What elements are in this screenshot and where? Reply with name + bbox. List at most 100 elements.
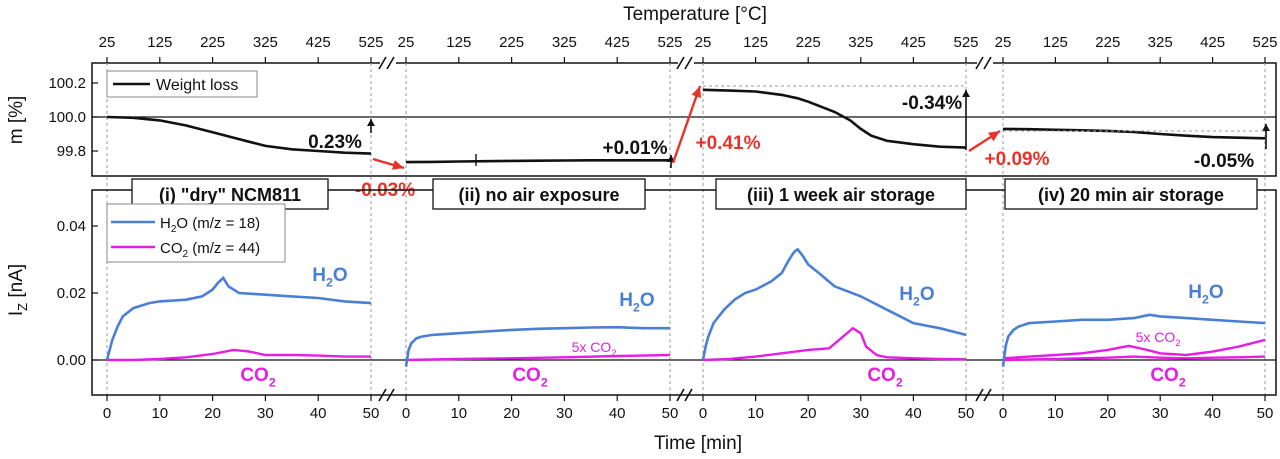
- h2o-legend-label: H2O (m/z = 18): [160, 215, 260, 235]
- axis-break-b-1-0: [684, 56, 693, 70]
- co2-curve-2: [702, 326, 967, 362]
- mass-arrow-2-head: [962, 90, 970, 97]
- lower-legend-box: [106, 203, 286, 263]
- top-tick-label-0-3: 325: [253, 34, 278, 51]
- lower-ytick-label-0: 0.00: [57, 352, 86, 369]
- bottom-tick-label-1-4: 40: [609, 405, 626, 422]
- bottom-tick-label-3-2: 20: [1099, 405, 1116, 422]
- mass-curve-2: [702, 88, 967, 149]
- mass-curve-3: [1002, 127, 1266, 140]
- co2-curve-1: [405, 353, 671, 362]
- bottom-tick-label-2-5: 50: [958, 405, 975, 422]
- transition-arrow-1-head: [691, 86, 702, 98]
- segment-title-3: (iv) 20 min air storage: [1038, 185, 1224, 205]
- bottom-tick-label-2-0: 0: [699, 405, 707, 422]
- h2o-curve-0: [105, 275, 372, 361]
- lower-ylabel: IZ [nA]: [6, 264, 30, 316]
- mass-change-label-1: +0.01%: [603, 138, 668, 159]
- axis-break-a-0-0: [378, 56, 387, 70]
- segment-title-box-2: [715, 178, 967, 210]
- upper-panel-frame: [91, 62, 1277, 177]
- bottom-tick-label-0-2: 20: [204, 405, 221, 422]
- h2o-label-3: H2O: [1188, 282, 1223, 306]
- top-tick-label-0-4: 425: [306, 34, 331, 51]
- top-tick-label-2-5: 525: [953, 34, 978, 51]
- weight-loss-legend-label: Weight loss: [156, 77, 238, 94]
- top-axis-title: Temperature [°C]: [623, 4, 767, 25]
- bottom-axis-title: Time [min]: [654, 433, 742, 454]
- co2-label-2: CO2: [867, 365, 903, 389]
- transition-arrow-0-head: [392, 160, 404, 170]
- top-tick-label-1-3: 325: [552, 34, 577, 51]
- segment-title-2: (iii) 1 week air storage: [747, 185, 935, 205]
- axis-break-a-1-0: [676, 56, 685, 70]
- co2-x5-annotation-1: 5x CO2: [572, 339, 617, 358]
- mass-arrow-3-head: [1262, 124, 1270, 131]
- bottom-tick-label-2-4: 40: [905, 405, 922, 422]
- mass-curve-1: [405, 159, 670, 164]
- h2o-curve-2: [701, 247, 967, 361]
- top-tick-label-0-0: 25: [99, 34, 116, 51]
- bottom-tick-label-0-5: 50: [363, 405, 380, 422]
- top-tick-label-1-0: 25: [398, 34, 415, 51]
- lower-legend: H2O (m/z = 18) CO2 (m/z = 44): [106, 203, 286, 263]
- co2-label-3: CO2: [1150, 365, 1186, 389]
- co2-curve-0: [107, 348, 371, 362]
- bottom-tick-label-3-4: 40: [1204, 405, 1221, 422]
- transition-label-1: +0.41%: [696, 133, 761, 154]
- h2o-label-1: H2O: [619, 290, 654, 314]
- bottom-tick-label-1-0: 0: [402, 405, 410, 422]
- bottom-tick-label-2-2: 20: [800, 405, 817, 422]
- segment-title-1: (ii) no air exposure: [458, 185, 619, 205]
- bottom-axis-label: Time [min]: [654, 433, 742, 454]
- bottom-tick-label-0-1: 10: [151, 405, 168, 422]
- co2-label-0: CO2: [240, 365, 276, 389]
- bottom-tick-label-3-5: 50: [1257, 405, 1274, 422]
- segment-title-box-3: [1004, 178, 1258, 210]
- transition-arrow-2-head: [988, 131, 1000, 142]
- top-tick-label-2-4: 425: [901, 34, 926, 51]
- axis-break-b-2-0: [983, 56, 992, 70]
- upper-ytick-label-2: 100.2: [48, 75, 86, 92]
- top-tick-label-1-1: 125: [446, 34, 471, 51]
- lower-panel: 0 10 20 30 40 50 0 10 20 30 40 50 0 10 20 30 40 50 0 10 20 30…: [6, 178, 1277, 422]
- bottom-tick-label-0-4: 40: [310, 405, 327, 422]
- bottom-tick-label-3-3: 30: [1152, 405, 1169, 422]
- bottom-tick-label-2-1: 10: [747, 405, 764, 422]
- top-tick-label-1-4: 425: [605, 34, 630, 51]
- top-tick-label-3-1: 125: [1043, 34, 1068, 51]
- bottom-tick-label-2-3: 30: [852, 405, 869, 422]
- h2o-curve-1: [404, 325, 670, 367]
- top-tick-label-3-5: 525: [1252, 34, 1277, 51]
- mass-change-label-0: 0.23%: [308, 132, 362, 153]
- lower-ytick-label-1: 0.02: [57, 285, 86, 302]
- top-axis-label: Temperature [°C]: [623, 4, 767, 25]
- co2-curve-3: [1002, 355, 1266, 362]
- h2o-label-2: H2O: [899, 284, 934, 308]
- bottom-tick-label-3-1: 10: [1047, 405, 1064, 422]
- transition-label-2: +0.09%: [985, 149, 1050, 170]
- top-tick-label-2-3: 325: [848, 34, 873, 51]
- h2o-curve-3: [1001, 313, 1266, 367]
- upper-panel: 25 125 225 325 425 525 25 125 225 325 425 525 25 125 2…: [6, 34, 1278, 402]
- top-tick-label-0-5: 525: [358, 34, 383, 51]
- segment-title-0: (i) "dry" NCM811: [159, 185, 301, 205]
- top-tick-label-0-1: 125: [147, 34, 172, 51]
- transition-arrow-1-shaft: [671, 85, 702, 164]
- upper-ylabel: m [%]: [6, 96, 27, 145]
- top-tick-label-2-1: 125: [743, 34, 768, 51]
- axis-break-a-2-0: [975, 56, 984, 70]
- co2-legend-label: CO2 (m/z = 44): [160, 240, 260, 260]
- co2-label-1: CO2: [512, 365, 548, 389]
- bottom-tick-label-3-0: 0: [999, 405, 1007, 422]
- co2-x5-curve-3: [1002, 338, 1266, 360]
- mass-arrow-0-head: [367, 119, 375, 126]
- lower-ytick-label-2: 0.04: [57, 218, 86, 235]
- upper-legend: Weight loss: [106, 70, 258, 98]
- bottom-tick-label-1-2: 20: [503, 405, 520, 422]
- top-tick-label-1-2: 225: [499, 34, 524, 51]
- bottom-tick-label-1-5: 50: [662, 405, 679, 422]
- bottom-tick-label-1-3: 30: [556, 405, 573, 422]
- segment-title-box-1: [432, 178, 646, 210]
